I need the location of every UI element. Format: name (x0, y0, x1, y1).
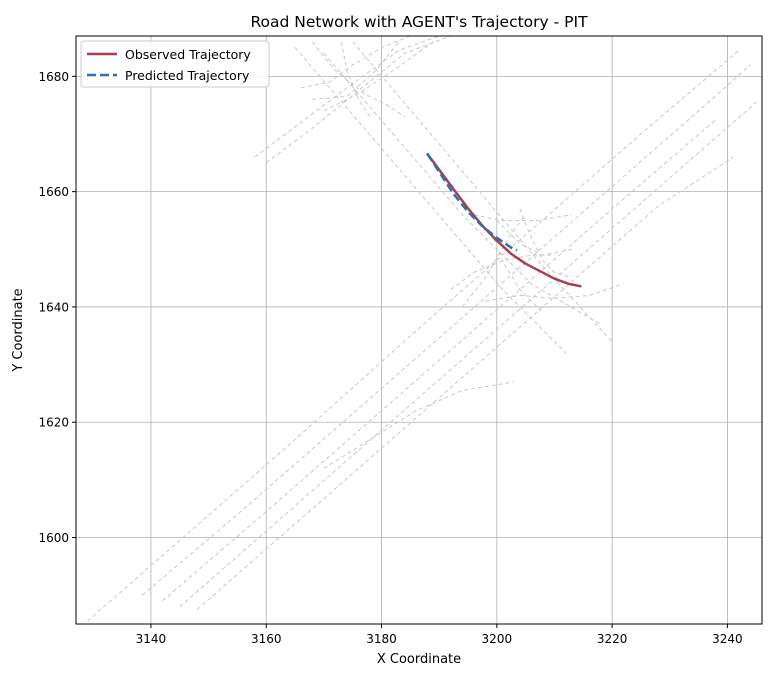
road-lane-line (312, 41, 405, 118)
road-lane-line (265, 36, 451, 164)
road-lane-line (519, 208, 572, 279)
road-lane-line (162, 119, 717, 602)
road-lane-line (179, 101, 757, 608)
road-network (87, 36, 757, 622)
y-tick-label: 1680 (38, 70, 69, 84)
road-lane-line (352, 41, 613, 342)
legend-label-predicted: Predicted Trajectory (125, 68, 250, 83)
road-lane-line (254, 36, 440, 158)
grid (76, 36, 762, 624)
road-lane-line (323, 381, 515, 469)
chart-title: Road Network with AGENT's Trajectory - P… (250, 13, 588, 31)
y-tick-label: 1640 (38, 300, 69, 314)
x-tick-label: 3220 (597, 632, 628, 646)
road-lane-line (473, 214, 572, 221)
predicted-trajectory-line (426, 153, 518, 252)
x-tick-label: 3160 (251, 632, 282, 646)
road-lane-line (87, 50, 740, 622)
x-tick-label: 3200 (482, 632, 513, 646)
plot-frame (75, 35, 763, 625)
road-lane-line (323, 41, 434, 112)
x-axis-ticks: 3140 3160 3180 3200 3220 3240 (136, 624, 743, 646)
y-tick-label: 1660 (38, 185, 69, 199)
road-lane-line (490, 231, 544, 314)
x-axis-label: X Coordinate (377, 652, 461, 667)
x-tick-label: 3140 (136, 632, 167, 646)
observed-trajectory-line (426, 152, 582, 288)
y-axis-label: Y Coordinate (11, 288, 26, 372)
y-tick-label: 1620 (38, 416, 69, 430)
legend-box (80, 40, 270, 88)
road-lane-line (340, 41, 371, 117)
legend-label-observed: Observed Trajectory (125, 47, 251, 62)
road-lane-line (496, 220, 572, 256)
x-tick-label: 3180 (366, 632, 397, 646)
road-lane-line (485, 283, 624, 302)
road-lane-line (141, 64, 751, 596)
road-lane-line (196, 156, 734, 610)
road-lane-line (461, 214, 527, 308)
legend: Observed Trajectory Predicted Trajectory (80, 40, 270, 88)
x-tick-label: 3240 (712, 632, 743, 646)
road-lane-line (294, 47, 567, 354)
road-lane-line (323, 52, 601, 325)
y-tick-label: 1600 (38, 531, 69, 545)
y-axis-ticks: 1600 1620 1640 1660 1680 (38, 70, 76, 545)
road-lane-line (300, 36, 411, 89)
road-lane-line (312, 41, 400, 100)
trajectory-series (426, 152, 582, 288)
